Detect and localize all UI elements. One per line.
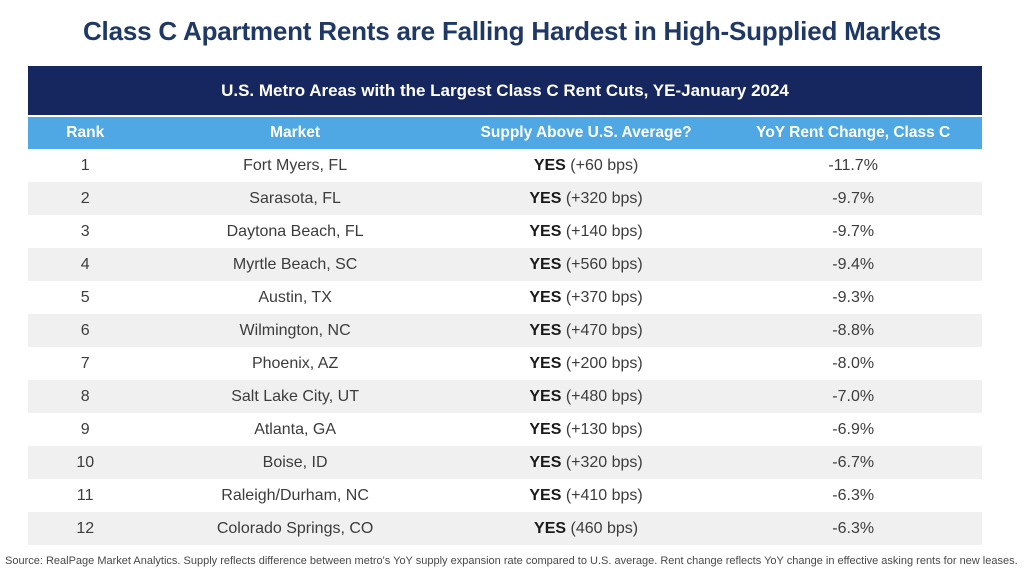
supply-flag: YES xyxy=(529,222,562,240)
cell-market: Phoenix, AZ xyxy=(251,354,339,372)
supply-flag: YES xyxy=(529,189,562,207)
cell-yoy-rent-change: -6.7% xyxy=(832,453,875,471)
table-row: 12 Colorado Springs, CO YES (460 bps) -6.3% xyxy=(28,512,982,545)
cell-supply: YES (+320 bps) xyxy=(448,190,725,208)
cell-rank: 10 xyxy=(76,453,95,471)
cell-market: Austin, TX xyxy=(258,288,332,306)
supply-detail: (+370 bps) xyxy=(561,288,643,306)
table-row: 4 Myrtle Beach, SC YES (+560 bps) -9.4% xyxy=(28,248,982,281)
cell-supply: YES (+410 bps) xyxy=(448,487,725,505)
cell-supply: YES (+470 bps) xyxy=(448,322,725,340)
cell-rank: 6 xyxy=(80,321,90,339)
cell-yoy-rent-change: -9.7% xyxy=(832,189,875,207)
supply-flag: YES xyxy=(529,288,562,306)
supply-flag: YES xyxy=(529,387,562,405)
supply-flag: YES xyxy=(529,354,562,372)
cell-supply: YES (+140 bps) xyxy=(448,223,725,241)
cell-market: Boise, ID xyxy=(262,453,328,471)
supply-detail: (460 bps) xyxy=(566,519,639,537)
supply-detail: (+140 bps) xyxy=(561,222,643,240)
cell-yoy-rent-change: -11.7% xyxy=(828,156,878,174)
table-title-bar: U.S. Metro Areas with the Largest Class … xyxy=(28,66,982,115)
cell-rank: 5 xyxy=(80,288,90,306)
column-header-supply: Supply Above U.S. Average? xyxy=(480,124,692,141)
cell-rank: 7 xyxy=(80,354,90,372)
table-row: 1 Fort Myers, FL YES (+60 bps) -11.7% xyxy=(28,149,982,182)
cell-yoy-rent-change: -6.9% xyxy=(832,420,875,438)
cell-yoy-rent-change: -8.0% xyxy=(832,354,875,372)
table-row: 10 Boise, ID YES (+320 bps) -6.7% xyxy=(28,446,982,479)
supply-flag: YES xyxy=(529,453,562,471)
rent-cuts-table: U.S. Metro Areas with the Largest Class … xyxy=(28,66,982,545)
table-row: 9 Atlanta, GA YES (+130 bps) -6.9% xyxy=(28,413,982,446)
table-row: 7 Phoenix, AZ YES (+200 bps) -8.0% xyxy=(28,347,982,380)
table-row: 3 Daytona Beach, FL YES (+140 bps) -9.7% xyxy=(28,215,982,248)
cell-market: Colorado Springs, CO xyxy=(216,519,374,537)
supply-detail: (+130 bps) xyxy=(561,420,643,438)
cell-rank: 11 xyxy=(76,486,94,504)
cell-market: Wilmington, NC xyxy=(239,321,351,339)
cell-rank: 8 xyxy=(80,387,90,405)
cell-market: Fort Myers, FL xyxy=(243,156,348,174)
table-row: 6 Wilmington, NC YES (+470 bps) -8.8% xyxy=(28,314,982,347)
cell-supply: YES (+200 bps) xyxy=(448,355,725,373)
table-row: 8 Salt Lake City, UT YES (+480 bps) -7.0% xyxy=(28,380,982,413)
cell-market: Daytona Beach, FL xyxy=(226,222,364,240)
supply-detail: (+480 bps) xyxy=(561,387,643,405)
supply-flag: YES xyxy=(529,486,562,504)
cell-rank: 1 xyxy=(80,156,90,174)
cell-rank: 2 xyxy=(80,189,90,207)
cell-rank: 4 xyxy=(80,255,90,273)
cell-supply: YES (+560 bps) xyxy=(448,256,725,274)
supply-flag: YES xyxy=(533,156,566,174)
cell-market: Salt Lake City, UT xyxy=(231,387,359,405)
cell-supply: YES (460 bps) xyxy=(448,520,725,538)
column-header-market: Market xyxy=(270,124,321,141)
supply-detail: (+200 bps) xyxy=(561,354,643,372)
cell-market: Atlanta, GA xyxy=(254,420,337,438)
cell-yoy-rent-change: -6.3% xyxy=(832,519,875,537)
cell-supply: YES (+130 bps) xyxy=(448,421,725,439)
cell-yoy-rent-change: -9.4% xyxy=(832,255,875,273)
table-row: 11 Raleigh/Durham, NC YES (+410 bps) -6.3% xyxy=(28,479,982,512)
cell-yoy-rent-change: -8.8% xyxy=(832,321,875,339)
supply-flag: YES xyxy=(529,321,562,339)
supply-detail: (+560 bps) xyxy=(561,255,643,273)
supply-detail: (+320 bps) xyxy=(561,189,643,207)
cell-market: Myrtle Beach, SC xyxy=(232,255,358,273)
table-row: 2 Sarasota, FL YES (+320 bps) -9.7% xyxy=(28,182,982,215)
cell-supply: YES (+320 bps) xyxy=(448,454,725,472)
supply-detail: (+320 bps) xyxy=(561,453,643,471)
cell-supply: YES (+60 bps) xyxy=(448,157,725,175)
cell-yoy-rent-change: -7.0% xyxy=(832,387,875,405)
table-row: 5 Austin, TX YES (+370 bps) -9.3% xyxy=(28,281,982,314)
cell-yoy-rent-change: -9.7% xyxy=(832,222,875,240)
cell-yoy-rent-change: -6.3% xyxy=(832,486,875,504)
cell-rank: 3 xyxy=(80,222,90,240)
cell-supply: YES (+370 bps) xyxy=(448,289,725,307)
cell-supply: YES (+480 bps) xyxy=(448,388,725,406)
table-title: U.S. Metro Areas with the Largest Class … xyxy=(221,80,789,100)
supply-flag: YES xyxy=(529,420,562,438)
table-body: 1 Fort Myers, FL YES (+60 bps) -11.7% 2 Saras… xyxy=(28,149,982,545)
cell-market: Raleigh/Durham, NC xyxy=(221,486,369,504)
supply-detail: (+470 bps) xyxy=(561,321,643,339)
cell-rank: 12 xyxy=(76,519,95,537)
source-note: Source: RealPage Market Analytics. Suppl… xyxy=(5,555,1018,567)
supply-flag: YES xyxy=(529,255,562,273)
supply-flag: YES xyxy=(534,519,567,537)
column-header-row: Rank Market Supply Above U.S. Average? Y… xyxy=(28,117,982,149)
cell-yoy-rent-change: -9.3% xyxy=(832,288,875,306)
column-header-yoy-rent-change: YoY Rent Change, Class C xyxy=(756,124,951,141)
supply-detail: (+60 bps) xyxy=(565,156,639,174)
supply-detail: (+410 bps) xyxy=(561,486,643,504)
cell-market: Sarasota, FL xyxy=(249,189,341,207)
column-header-rank: Rank xyxy=(66,124,105,141)
page-title: Class C Apartment Rents are Falling Hard… xyxy=(82,16,942,46)
cell-rank: 9 xyxy=(80,420,90,438)
